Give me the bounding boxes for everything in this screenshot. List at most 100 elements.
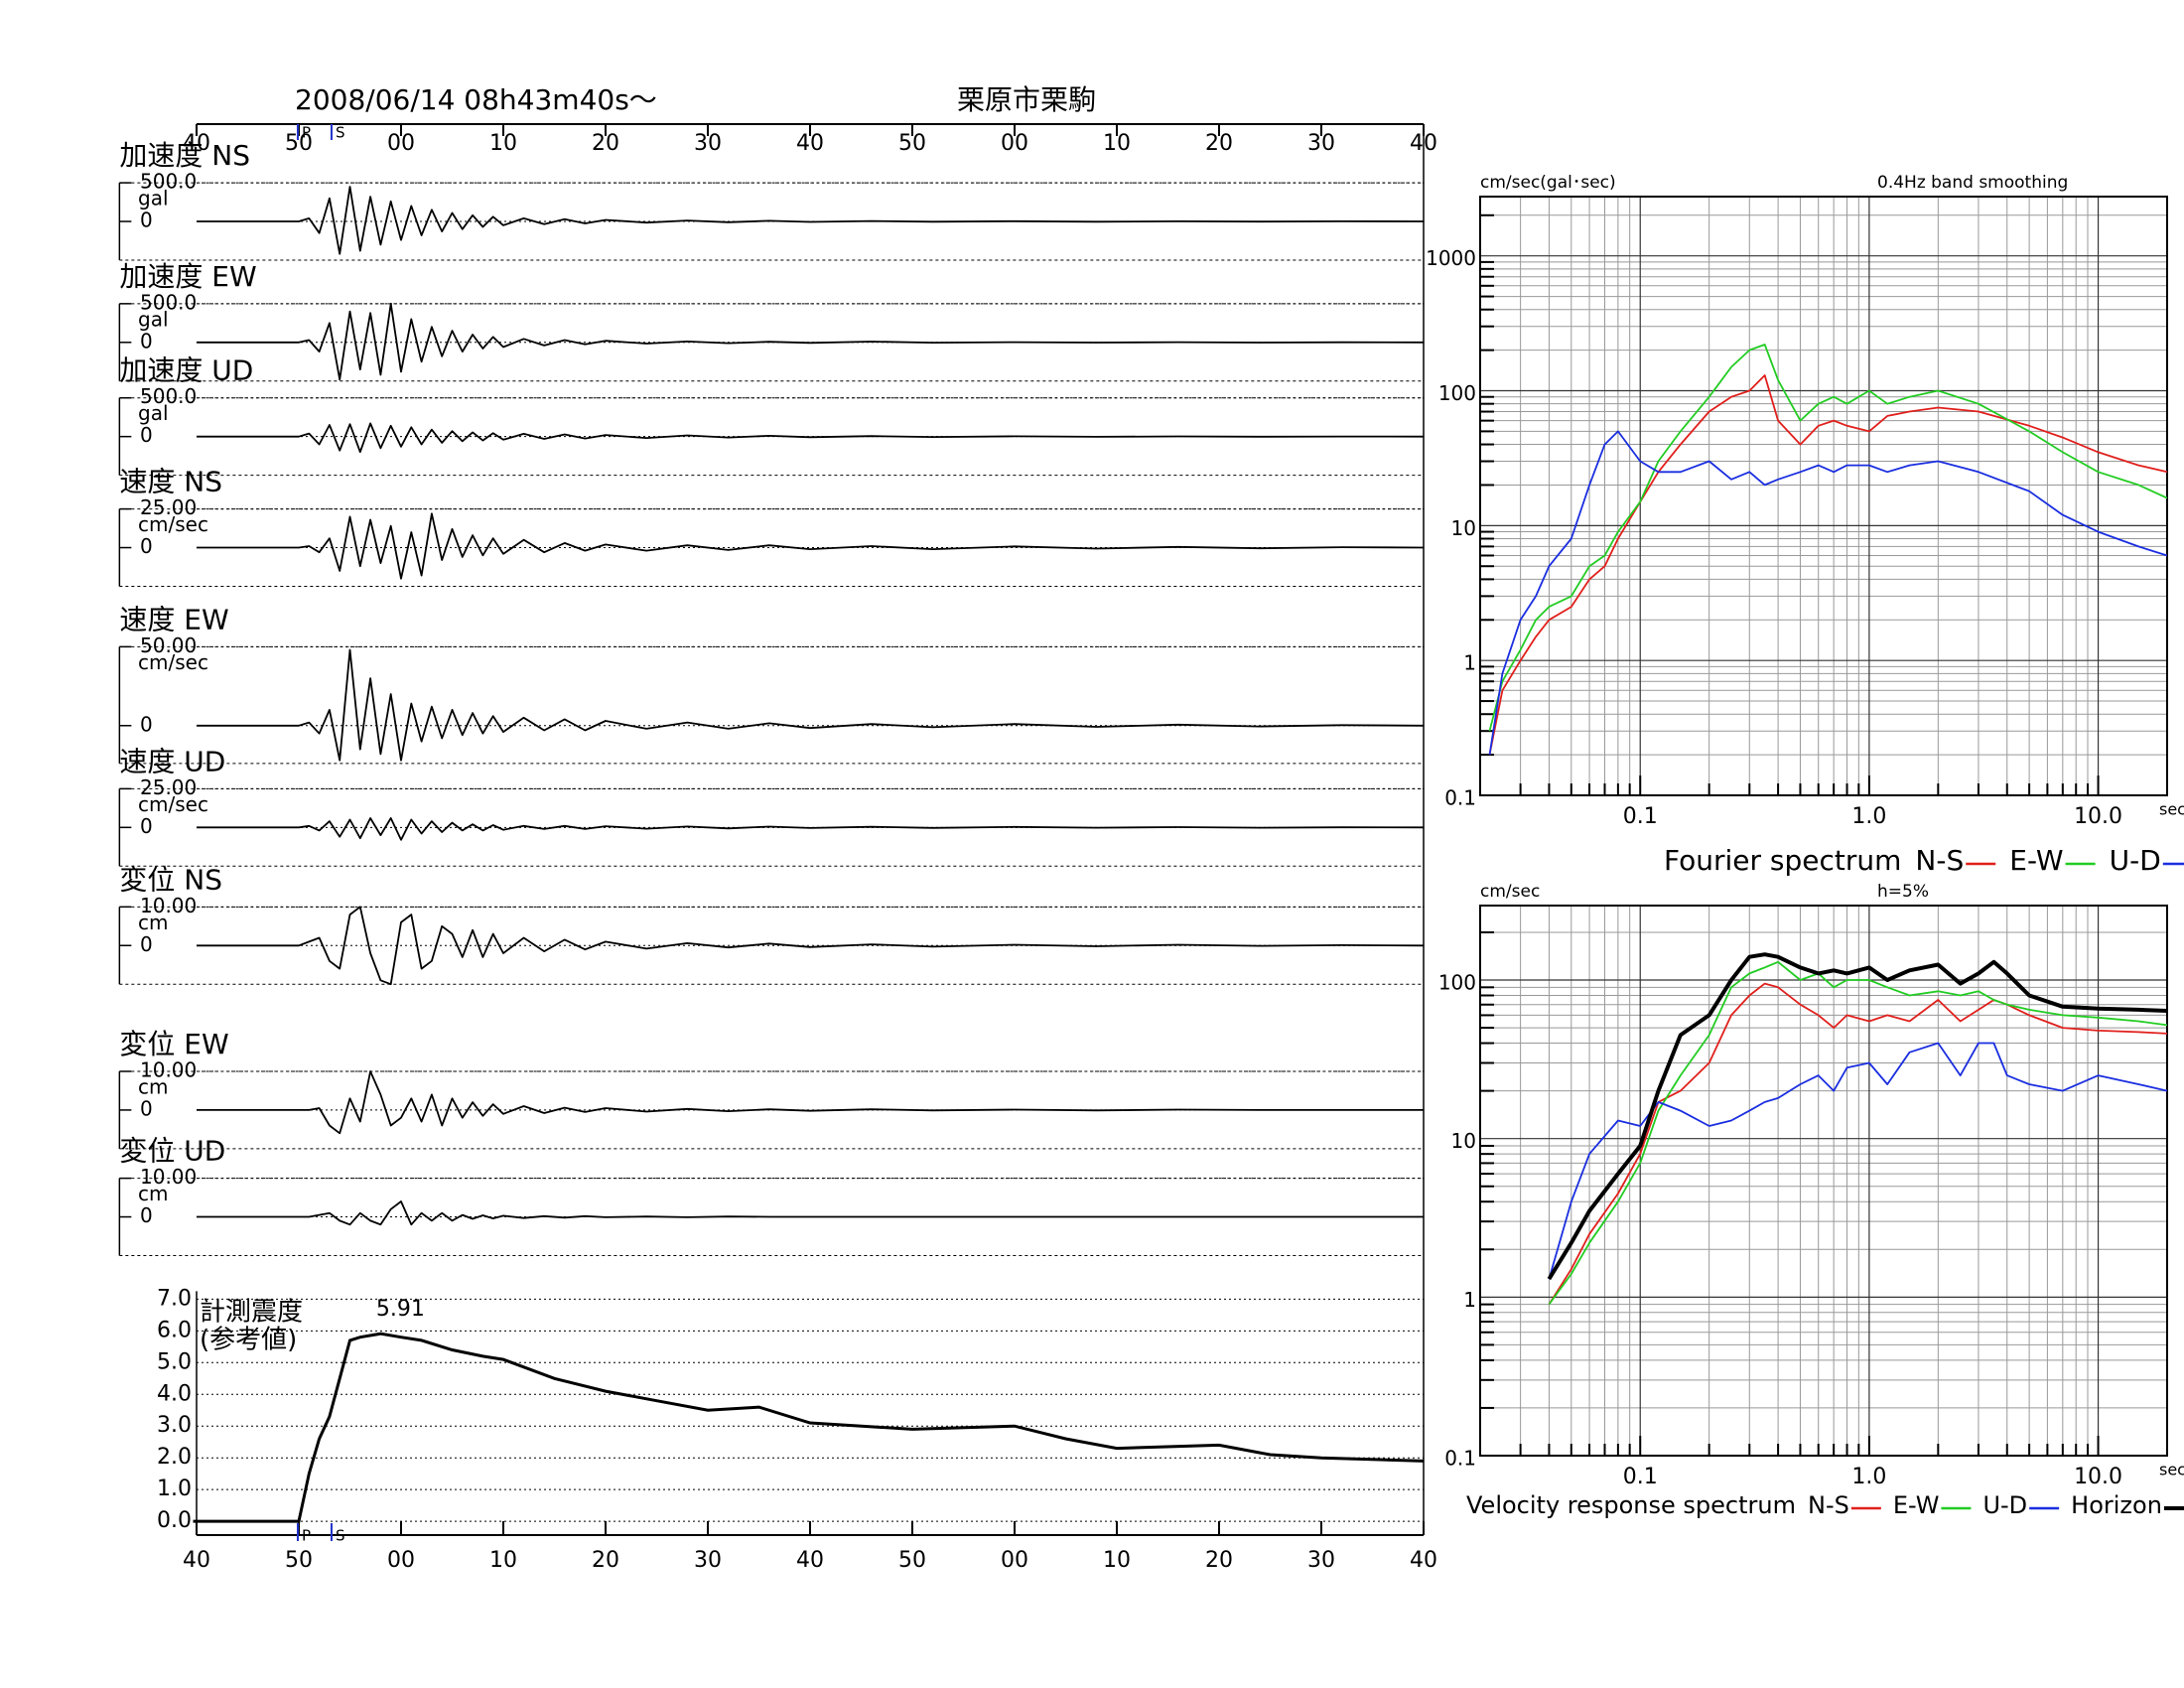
y-tick-label: 25.00 <box>140 775 197 799</box>
x-tick-label: 1.0 <box>1851 1465 1886 1489</box>
plot-note: h=5% <box>1877 882 1929 902</box>
spectrum-line <box>1548 960 2168 1306</box>
x-tick-label: 10 <box>489 131 517 156</box>
spectrum-line <box>1547 952 2168 1281</box>
x-tick-label: 40 <box>796 131 824 156</box>
waveform <box>197 422 1425 454</box>
y-tick-label: 0 <box>140 329 153 352</box>
x-tick-label: 10.0 <box>2074 1465 2122 1489</box>
x-tick-label: 40 <box>1410 131 1437 156</box>
y-tick-label: 50.00 <box>140 633 197 657</box>
waveform <box>197 1070 1424 1135</box>
waveform <box>197 906 1425 986</box>
legend-label: U-D <box>1982 1491 2027 1519</box>
y-tick-label: 0 <box>140 712 153 736</box>
waveform <box>197 303 1425 381</box>
phase-label: S <box>336 1527 345 1545</box>
y-tick-label: 0.1 <box>1444 1447 1476 1471</box>
panel-label: 速度 EW <box>119 603 228 635</box>
unit-label: gal <box>138 401 169 425</box>
x-tick-label: 10 <box>1103 1548 1131 1573</box>
spectrum-line <box>1548 982 2168 1306</box>
y-tick-label: 10 <box>1451 516 1476 540</box>
x-tick-label: 10 <box>1103 131 1131 156</box>
x-tick-label: 00 <box>387 1548 415 1573</box>
y-tick-label: 100 <box>1438 971 1476 995</box>
y-tick-label: 0 <box>140 1203 153 1227</box>
y-tick-label: 0.0 <box>157 1508 192 1533</box>
unit-label: cm <box>138 1074 168 1098</box>
y-tick-label: 10.00 <box>140 1057 197 1081</box>
x-tick-label: 00 <box>1001 1548 1028 1573</box>
phase-label: P <box>302 124 311 142</box>
chart-title: 栗原市栗駒 <box>957 83 1096 116</box>
spectrum-line <box>1488 430 2168 756</box>
x-tick-label: 20 <box>1205 131 1233 156</box>
y-tick-label: 10.00 <box>140 1165 197 1189</box>
y-tick-label: 2.0 <box>157 1445 192 1470</box>
chart-title: 計測震度 <box>200 1298 303 1328</box>
waveform <box>197 648 1425 762</box>
y-axis-label: cm/sec(gal･sec) <box>1480 173 1616 193</box>
y-tick-label: 7.0 <box>157 1286 192 1311</box>
waveform <box>197 186 1425 255</box>
x-tick-label: 50 <box>898 1548 926 1573</box>
y-tick-label: 0 <box>140 932 153 956</box>
y-tick-label: 4.0 <box>157 1381 192 1406</box>
waveform <box>197 1200 1424 1226</box>
y-tick-label: 1.0 <box>157 1477 192 1501</box>
y-tick-label: 0 <box>140 814 153 838</box>
chart-subtitle: 2008/06/14 08h43m40s～ <box>295 83 657 116</box>
phase-label: P <box>302 1527 311 1545</box>
x-tick-label: 50 <box>285 131 313 156</box>
panel-label: 変位 EW <box>119 1028 228 1060</box>
waveform <box>197 817 1425 841</box>
legend-label: Horizon <box>2071 1491 2162 1519</box>
y-tick-label: 10.00 <box>140 894 197 917</box>
x-tick-label: 30 <box>694 131 722 156</box>
y-tick-label: 0 <box>140 1096 153 1120</box>
x-tick-label: 00 <box>387 131 415 156</box>
panel-label: 加速度 NS <box>119 139 250 172</box>
waveform <box>197 512 1425 580</box>
y-tick-label: 1 <box>1463 1288 1476 1312</box>
legend-label: U-D <box>2110 844 2161 877</box>
y-tick-label: 0.1 <box>1444 786 1476 810</box>
y-tick-label: 5.0 <box>157 1349 192 1374</box>
peak-label: 5.91 <box>376 1297 425 1322</box>
x-tick-label: 30 <box>694 1548 722 1573</box>
x-tick-label: 40 <box>183 131 210 156</box>
panel-label: 速度 NS <box>119 466 222 498</box>
unit-label: gal <box>138 187 169 211</box>
x-tick-label: 0.1 <box>1623 1465 1658 1489</box>
x-tick-label: 50 <box>285 1548 313 1573</box>
unit-label: cm/sec <box>138 650 208 674</box>
y-tick-label: 0 <box>140 534 153 558</box>
unit-label: cm <box>138 911 168 934</box>
y-tick-label: 3.0 <box>157 1413 192 1438</box>
legend-label: N-S <box>1915 844 1964 877</box>
y-tick-label: 1 <box>1463 651 1476 675</box>
y-tick-label: 500.0 <box>140 290 197 314</box>
intensity-line <box>247 1332 1425 1523</box>
legend-label: E-W <box>1893 1491 1940 1519</box>
plot-frame <box>1479 196 2168 796</box>
phase-label: S <box>336 124 345 142</box>
y-tick-label: 25.00 <box>140 495 197 519</box>
panel-label: 速度 UD <box>119 745 225 777</box>
unit-label: cm <box>138 1182 168 1205</box>
x-tick-label: 1.0 <box>1851 804 1886 829</box>
x-tick-label: 10 <box>489 1548 517 1573</box>
y-tick-label: 500.0 <box>140 170 197 194</box>
panel-label: 変位 UD <box>119 1135 225 1168</box>
x-tick-label: 40 <box>1410 1548 1437 1573</box>
y-tick-label: 6.0 <box>157 1318 192 1342</box>
chart-subtitle: (参考値) <box>200 1326 297 1355</box>
y-tick-label: 1000 <box>1426 246 1476 270</box>
x-axis-label: sec <box>2159 1461 2184 1479</box>
panel-label: 加速度 UD <box>119 354 253 387</box>
x-tick-label: 40 <box>183 1548 210 1573</box>
y-axis-label: cm/sec <box>1480 882 1540 902</box>
